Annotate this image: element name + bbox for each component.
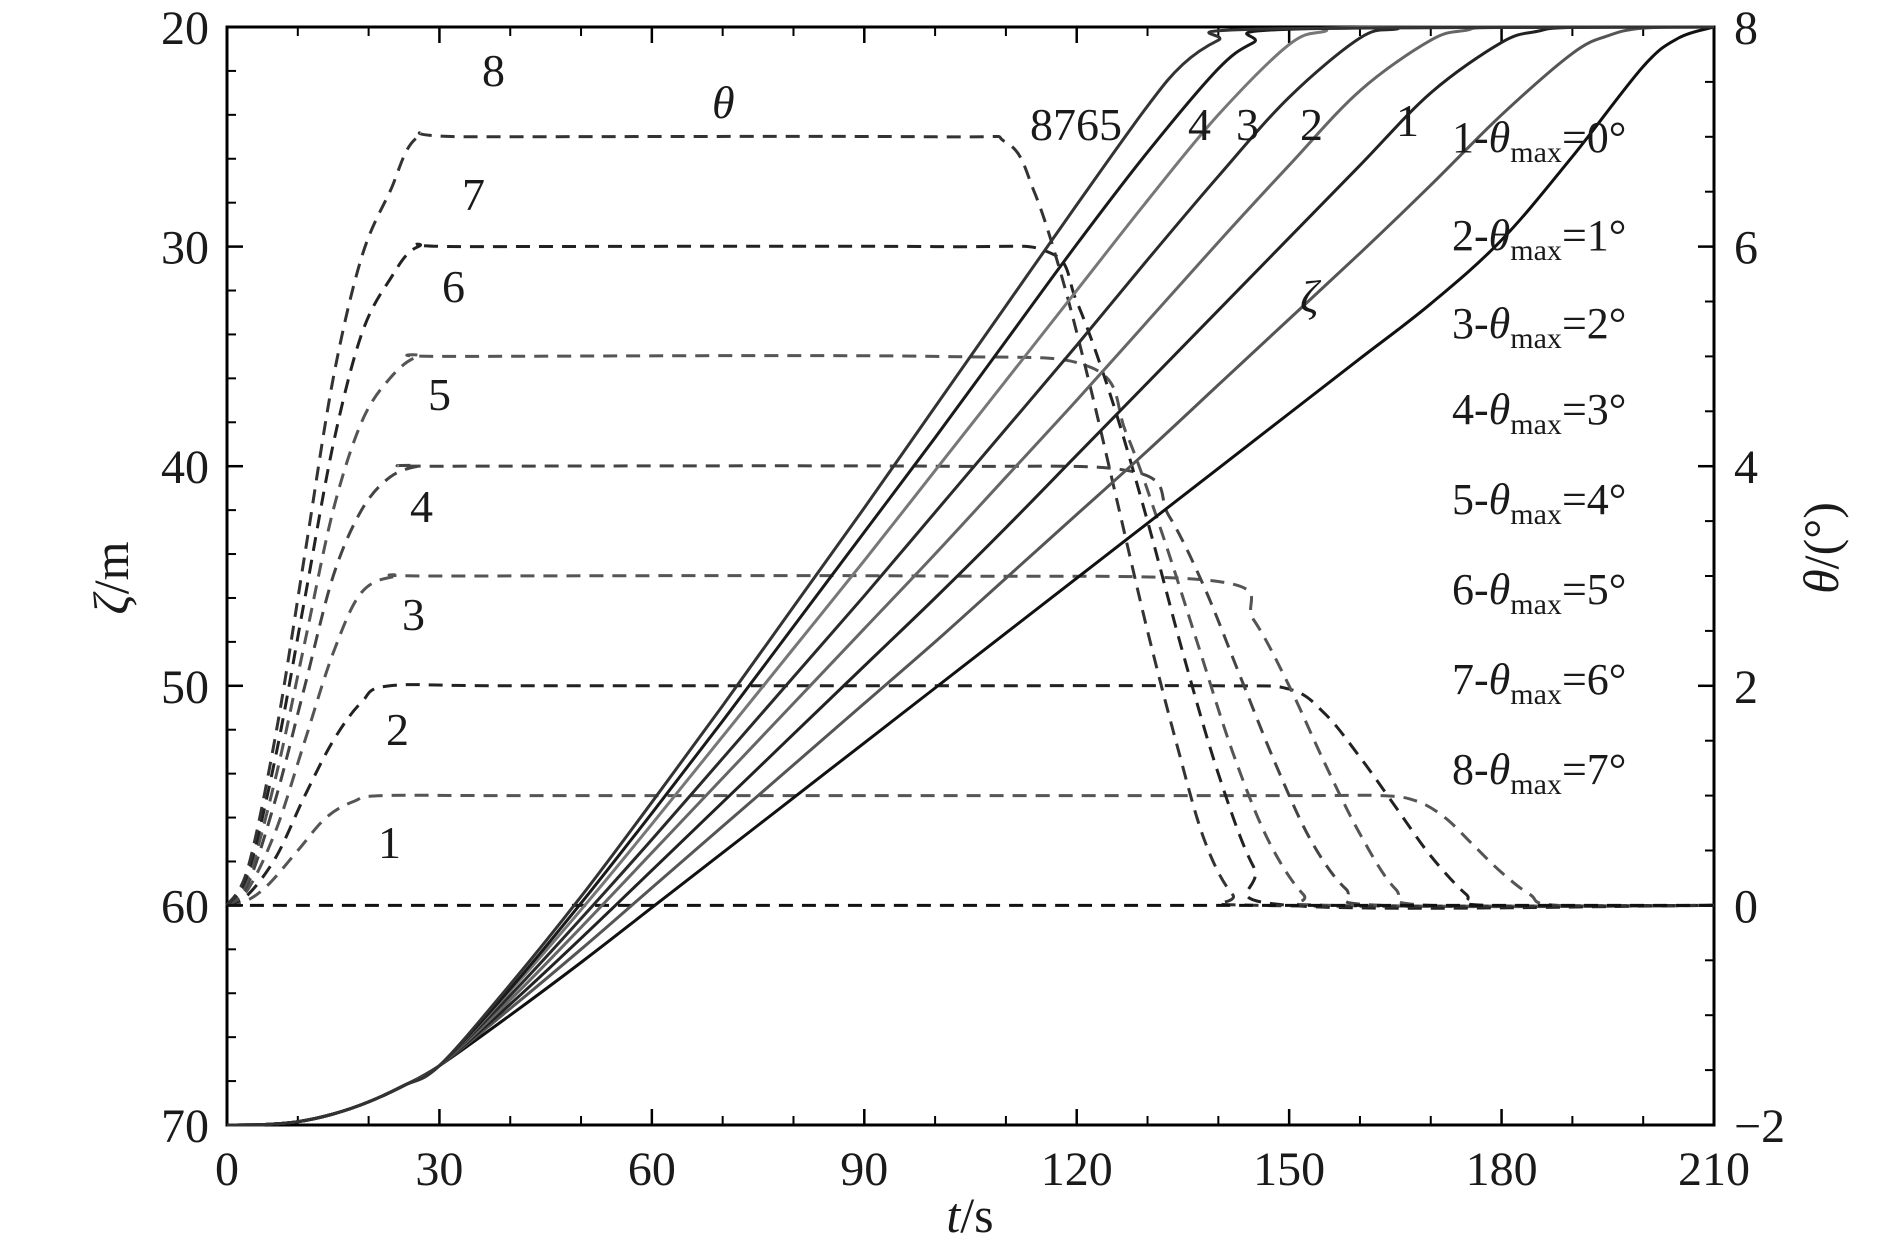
legend-entry: 5-θmax=4° [1452, 475, 1626, 531]
series-layer [225, 25, 1715, 1127]
theta-number-6: 6 [442, 261, 465, 312]
x-tick-label: 120 [1041, 1143, 1113, 1196]
y-right-tick-label: 8 [1734, 2, 1758, 55]
theta-number-5: 5 [428, 369, 451, 420]
x-tick-label: 180 [1466, 1143, 1538, 1196]
theta-curve-label: θ [712, 77, 735, 128]
y-left-tick-label: 70 [161, 1100, 209, 1153]
zeta-number-3: 3 [1236, 99, 1259, 150]
x-tick-label: 0 [215, 1143, 239, 1196]
x-axis-unit: /s [960, 1187, 993, 1243]
theta-series-3 [226, 573, 1715, 909]
zeta-curve-label: ζ [1300, 271, 1322, 322]
theta-series-2 [226, 683, 1715, 908]
zeta-numbers-8765: 8765 [1030, 99, 1122, 150]
legend-entry: 6-θmax=5° [1452, 565, 1626, 621]
theta-number-8: 8 [482, 45, 505, 96]
theta-series-7 [225, 131, 1715, 908]
y-right-tick-label: −2 [1734, 1100, 1785, 1153]
legend-entry: 3-θmax=2° [1452, 299, 1626, 355]
legend-entry: 4-θmax=3° [1452, 385, 1626, 441]
theta-series-6 [225, 242, 1715, 910]
theta-number-7: 7 [462, 169, 485, 220]
theta-series-5 [225, 353, 1715, 908]
x-axis-var: t [946, 1187, 961, 1243]
x-tick-label: 210 [1678, 1143, 1750, 1196]
y-left-tick-label: 30 [161, 222, 209, 275]
zeta-number-1: 1 [1396, 95, 1419, 146]
legend-entry: 2-θmax=1° [1452, 211, 1626, 267]
theta-number-2: 2 [386, 704, 409, 755]
x-tick-label: 150 [1253, 1143, 1325, 1196]
left-axis-unit: /m [83, 541, 139, 594]
y-right-tick-label: 6 [1734, 222, 1758, 275]
y-left-tick-label: 20 [161, 2, 209, 55]
y-right-tick-label: 2 [1734, 661, 1758, 714]
right-axis-title: θ/(°) [1793, 502, 1849, 594]
left-axis-title: ζ/m [83, 541, 139, 614]
legend-entry: 8-θmax=7° [1452, 745, 1626, 801]
x-tick-label: 90 [840, 1143, 888, 1196]
right-axis-var: θ [1793, 569, 1849, 594]
y-left-tick-label: 40 [161, 441, 209, 494]
legend-entry: 7-θmax=6° [1452, 655, 1626, 711]
x-axis-title: t/s [946, 1187, 993, 1243]
x-tick-label: 30 [415, 1143, 463, 1196]
theta-number-3: 3 [402, 589, 425, 640]
left-axis-var: ζ [83, 591, 139, 615]
zeta-series-8 [226, 25, 1715, 1127]
y-right-tick-label: 0 [1734, 880, 1758, 933]
zeta-number-2: 2 [1300, 99, 1323, 150]
legend: 1-θmax=0° 2-θmax=1° 3-θmax=2° 4-θmax=3° … [1452, 113, 1626, 801]
x-tick-label: 60 [628, 1143, 676, 1196]
theta-series-4 [225, 463, 1715, 909]
y-right-tick-label: 4 [1734, 441, 1758, 494]
right-axis-unit: /(°) [1793, 502, 1849, 569]
legend-entry: 1-θmax=0° [1452, 113, 1626, 169]
theta-number-4: 4 [410, 481, 433, 532]
zeta-number-4: 4 [1188, 99, 1211, 150]
y-left-tick-label: 50 [161, 661, 209, 714]
y-left-tick-label: 60 [161, 880, 209, 933]
theta-number-1: 1 [378, 817, 401, 868]
theta-series-1 [226, 793, 1715, 908]
